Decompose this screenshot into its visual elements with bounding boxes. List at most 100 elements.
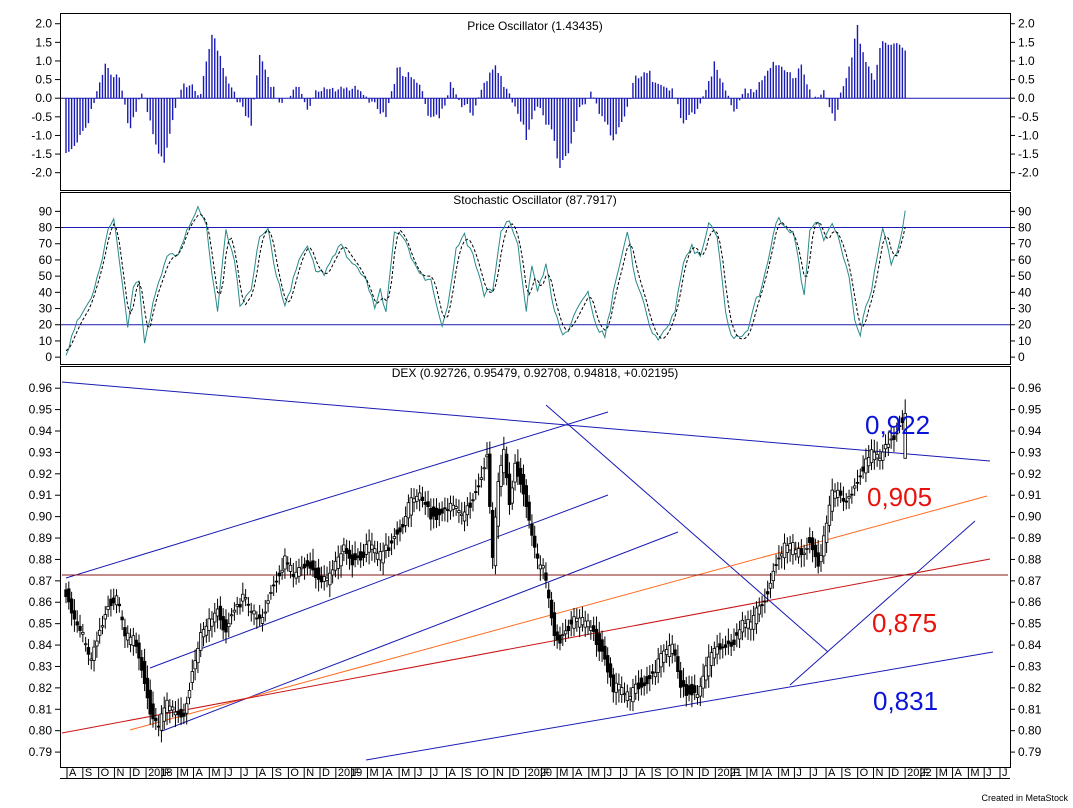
- dex-candle-body: [676, 656, 680, 672]
- dex-candle-body: [330, 569, 335, 576]
- dex-candle-body: [426, 501, 430, 508]
- dex-candle-body: [496, 481, 500, 527]
- dex-candle-body: [808, 537, 812, 544]
- date-axis-tick-label: A: [385, 767, 393, 779]
- dex-candle-body: [530, 523, 534, 536]
- dex-candle-body: [176, 710, 180, 716]
- date-axis-tick-label: F: [923, 767, 930, 779]
- dex-candle-body: [897, 425, 902, 428]
- dex-candle-body: [653, 672, 658, 678]
- dex-candle-body: [639, 677, 644, 688]
- dex-candle-body: [586, 620, 590, 628]
- dex-left-tick-label: 0.91: [29, 488, 53, 502]
- dex-candle-body: [541, 565, 545, 569]
- stochastic-right-tick-label: 40: [1018, 285, 1032, 299]
- date-axis-tick-label: J: [986, 767, 992, 779]
- dex-candle-body: [794, 549, 798, 555]
- date-axis-tick-label: S: [464, 767, 471, 779]
- dex-candle-body: [457, 510, 461, 513]
- dex-candle-body: [417, 492, 422, 501]
- date-axis-tick-label: A: [638, 767, 646, 779]
- dex-candle-body: [521, 474, 526, 495]
- dex-candle-body: [204, 625, 209, 636]
- dex-candle-body: [311, 560, 315, 571]
- date-axis-tick-label: J: [433, 767, 439, 779]
- dex-left-tick-label: 0.96: [29, 381, 53, 395]
- price-oscillator-title: Price Oscillator (1.43435): [467, 19, 602, 33]
- date-axis-tick-label: J: [812, 767, 818, 779]
- trendline-red-rising: [61, 558, 991, 734]
- dex-candle-body: [603, 645, 607, 660]
- trendline-downtrend: [545, 404, 829, 653]
- dex-candle-body: [855, 481, 860, 484]
- date-axis-tick-label: S: [85, 767, 92, 779]
- dex-candle-body: [75, 621, 79, 626]
- date-axis-tick-label: J: [1002, 767, 1008, 779]
- price-oscillator-right-tick-label: 1.0: [1018, 54, 1035, 68]
- dex-candle-body: [168, 705, 172, 711]
- dex-candle-body: [140, 657, 144, 671]
- trendline-channel-upper: [65, 411, 609, 579]
- dex-candle-body: [249, 610, 253, 613]
- dex-price-title: DEX (0.92726, 0.95479, 0.92708, 0.94818,…: [392, 366, 679, 380]
- dex-candle-body: [813, 544, 818, 558]
- dex-candle-body: [479, 477, 484, 480]
- dex-candle-body: [431, 506, 436, 517]
- dex-candle-body: [142, 660, 147, 685]
- dex-candle-body: [69, 598, 74, 614]
- dex-candle-body: [757, 605, 761, 615]
- trendline-orange: [129, 495, 988, 731]
- dex-candle-body: [151, 703, 155, 720]
- dex-candle-body: [120, 616, 124, 621]
- date-axis-tick-label: M: [970, 767, 979, 779]
- dex-candle-body: [378, 551, 383, 561]
- date-axis-tick-label: N: [496, 767, 504, 779]
- dex-candle-body: [170, 706, 175, 711]
- dex-candle-body: [229, 614, 234, 617]
- price-oscillator-right-tick-label: 0.0: [1018, 91, 1035, 105]
- dex-candle-body: [796, 548, 801, 558]
- dex-candle-body: [387, 547, 391, 551]
- dex-candle-body: [398, 527, 402, 533]
- stochastic-right-tick-label: 0: [1018, 350, 1025, 364]
- dex-right-tick-label: 0.86: [1018, 595, 1042, 609]
- dex-candle-body: [342, 544, 346, 552]
- stochastic-right-tick-label: 20: [1018, 318, 1032, 332]
- dex-right-tick-label: 0.85: [1018, 617, 1042, 631]
- date-axis-tick-label: 2022: [907, 767, 931, 779]
- dex-candle-body: [137, 642, 141, 659]
- dex-left-tick-label: 0.86: [29, 595, 53, 609]
- date-axis-tick-label: M: [781, 767, 790, 779]
- price-oscillator-left-tick-label: 2.0: [35, 17, 52, 31]
- dex-candle-body: [836, 489, 840, 498]
- stochastic-left-tick-label: 50: [39, 269, 53, 283]
- trendline-descending-resistance: [61, 381, 991, 462]
- dex-candle-body: [210, 618, 214, 627]
- price-oscillator-right-tick-label: -0.5: [1018, 110, 1039, 124]
- dex-candle-body: [743, 622, 747, 628]
- dex-candle-body: [300, 566, 304, 570]
- dex-candle-body: [802, 552, 806, 555]
- dex-candle-body: [659, 653, 663, 668]
- date-axis-tick-label: J: [622, 767, 628, 779]
- date-axis-tick-label: J: [243, 767, 249, 779]
- date-axis-tick-label: D: [702, 767, 710, 779]
- dex-candle-body: [319, 575, 324, 583]
- dex-candle-body: [246, 603, 251, 606]
- dex-candle-body: [241, 593, 245, 602]
- dex-candle-body: [72, 610, 77, 620]
- dex-candle-body: [401, 524, 405, 528]
- dex-candle-body: [648, 675, 652, 680]
- dex-candle-body: [883, 444, 888, 450]
- dex-candle-body: [903, 413, 907, 459]
- dex-candle-body: [605, 655, 610, 673]
- date-axis-tick-label: N: [686, 767, 694, 779]
- dex-price-panel: [60, 366, 1011, 768]
- dex-candle-body: [454, 506, 458, 509]
- dex-candle-body: [488, 453, 492, 507]
- dex-left-tick-label: 0.82: [29, 681, 53, 695]
- dex-candle-body: [664, 649, 669, 655]
- dex-candle-body: [673, 649, 677, 656]
- dex-right-tick-label: 0.91: [1018, 488, 1042, 502]
- date-axis-tick-label: A: [575, 767, 583, 779]
